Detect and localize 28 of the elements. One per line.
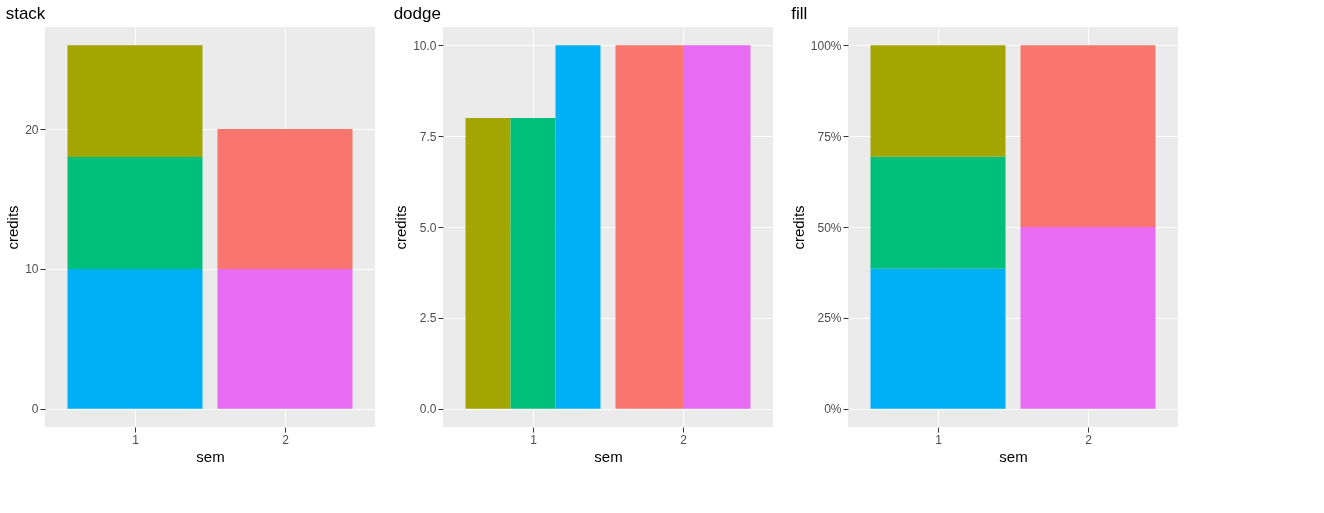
y-tick-label: 10 bbox=[25, 262, 39, 277]
y-tick-label: 25% bbox=[817, 311, 842, 326]
x-axis-title: sem bbox=[196, 447, 225, 465]
x-tick-label: 1 bbox=[935, 432, 943, 447]
x-tick-label: 1 bbox=[132, 432, 140, 447]
y-tick-label: 5.0 bbox=[419, 220, 437, 235]
chart-title: stack bbox=[5, 4, 46, 23]
y-tick-label: 20 bbox=[25, 122, 39, 137]
chart-title: dodge bbox=[393, 4, 441, 23]
y-axis-title: credits bbox=[392, 205, 410, 250]
y-tick-label: 75% bbox=[817, 129, 842, 144]
y-tick-label: 2.5 bbox=[419, 311, 437, 326]
y-tick-label: 0 bbox=[31, 402, 39, 417]
y-tick-label: 7.5 bbox=[419, 129, 437, 144]
x-axis-title: sem bbox=[594, 447, 623, 465]
y-tick-label: 10.0 bbox=[413, 38, 437, 53]
y-tick-label: 100% bbox=[810, 38, 842, 53]
x-axis-title: sem bbox=[999, 447, 1028, 465]
y-axis-title: credits bbox=[4, 205, 22, 250]
x-tick-label: 1 bbox=[530, 432, 538, 447]
y-tick-label: 50% bbox=[817, 220, 842, 235]
y-tick-label: 0.0 bbox=[419, 402, 437, 417]
y-tick-label: 0% bbox=[824, 402, 842, 417]
x-tick-label: 2 bbox=[1085, 432, 1093, 447]
y-axis-title: credits bbox=[789, 205, 807, 250]
x-tick-label: 2 bbox=[282, 432, 290, 447]
x-tick-label: 2 bbox=[680, 432, 688, 447]
chart-title: fill bbox=[791, 4, 808, 23]
